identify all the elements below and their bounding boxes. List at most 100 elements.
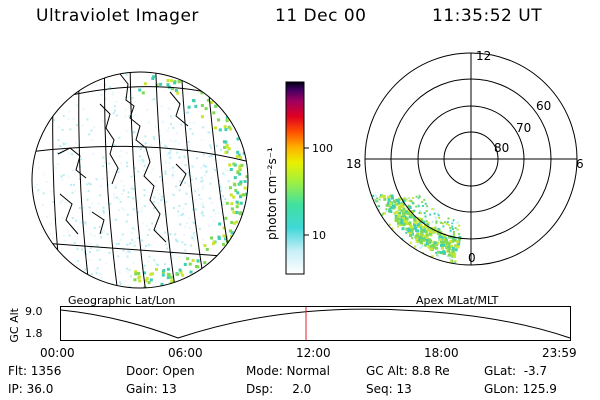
emission-pixel	[408, 221, 412, 225]
emission-pixel	[388, 208, 392, 212]
emission-pixel	[200, 115, 204, 119]
emission-pixel	[179, 180, 182, 183]
emission-pixel	[210, 100, 214, 104]
emission-pixel	[243, 180, 247, 183]
orbit-altitude-plot	[60, 306, 571, 341]
emission-pixel	[100, 94, 103, 97]
emission-pixel	[187, 105, 191, 109]
emission-pixel	[202, 163, 205, 166]
emission-pixel	[169, 157, 172, 160]
emission-pixel	[235, 220, 239, 224]
emission-pixel	[192, 202, 195, 205]
emission-pixel	[69, 183, 72, 186]
gain-readout: Gain: 13	[126, 382, 177, 396]
emission-pixel	[125, 73, 128, 76]
emission-pixel	[411, 227, 414, 231]
emission-pixel	[437, 220, 440, 223]
emission-pixel	[60, 178, 63, 181]
emission-pixel	[225, 116, 229, 119]
emission-pixel	[143, 150, 146, 153]
emission-pixel	[147, 243, 150, 246]
emission-pixel	[166, 276, 170, 280]
emission-pixel	[232, 221, 236, 225]
emission-pixel	[402, 211, 405, 215]
emission-pixel	[400, 218, 404, 222]
emission-pixel	[451, 221, 454, 224]
emission-pixel	[118, 136, 121, 139]
emission-pixel	[114, 246, 117, 249]
emission-pixel	[208, 144, 211, 147]
emission-pixel	[152, 136, 155, 139]
emission-pixel	[177, 210, 180, 213]
emission-pixel	[420, 230, 424, 234]
emission-pixel	[145, 146, 148, 149]
emission-pixel	[52, 201, 55, 203]
emission-pixel	[381, 213, 384, 216]
emission-pixel	[187, 141, 190, 143]
emission-pixel	[212, 242, 215, 246]
emission-pixel	[122, 189, 125, 192]
emission-pixel	[387, 228, 389, 231]
emission-pixel	[72, 203, 75, 206]
emission-pixel	[443, 234, 447, 238]
emission-pixel	[137, 271, 141, 275]
emission-pixel	[184, 181, 187, 184]
emission-pixel	[395, 202, 399, 206]
emission-pixel	[418, 212, 421, 214]
emission-pixel	[130, 187, 133, 190]
emission-pixel	[379, 207, 382, 210]
emission-pixel	[397, 217, 401, 221]
emission-pixel	[438, 257, 441, 260]
emission-pixel	[155, 268, 158, 271]
emission-pixel	[57, 139, 60, 142]
emission-pixel	[88, 182, 91, 185]
emission-pixel	[378, 205, 381, 208]
emission-pixel	[408, 223, 412, 226]
emission-pixel	[131, 185, 134, 188]
emission-pixel	[143, 194, 146, 197]
orbit-ytick-max: 9.0	[25, 305, 43, 318]
emission-pixel	[114, 186, 117, 189]
emission-pixel	[98, 258, 101, 261]
emission-pixel	[151, 77, 155, 80]
emission-pixel	[155, 180, 157, 182]
emission-pixel	[391, 196, 394, 200]
emission-pixel	[142, 267, 145, 270]
emission-pixel	[389, 202, 393, 206]
emission-pixel	[112, 112, 115, 115]
emission-pixel	[425, 220, 428, 223]
emission-pixel	[431, 243, 435, 247]
emission-pixel	[210, 177, 213, 180]
emission-pixel	[200, 176, 203, 179]
emission-pixel	[158, 217, 161, 220]
emission-pixel	[99, 248, 102, 251]
emission-pixel	[191, 236, 194, 239]
emission-pixel	[164, 160, 167, 163]
emission-pixel	[167, 152, 170, 155]
emission-pixel	[419, 254, 422, 257]
emission-pixel	[154, 184, 157, 187]
emission-pixel	[178, 189, 181, 192]
emission-pixel	[230, 207, 234, 211]
emission-pixel	[169, 154, 172, 157]
emission-pixel	[232, 195, 236, 199]
emission-pixel	[416, 223, 420, 227]
emission-pixel	[431, 207, 434, 210]
emission-pixel	[230, 202, 234, 206]
emission-pixel	[90, 272, 93, 275]
emission-pixel	[150, 272, 154, 276]
emission-pixel	[112, 91, 115, 94]
emission-pixel	[432, 245, 436, 249]
emission-pixel	[107, 171, 110, 174]
emission-pixel	[426, 225, 430, 229]
emission-pixel	[183, 214, 185, 217]
emission-pixel	[224, 173, 226, 176]
emission-pixel	[243, 186, 247, 190]
polar-plot: 12 18 6 0 60 70 80	[346, 49, 584, 266]
emission-pixel	[84, 268, 87, 271]
emission-pixel	[121, 207, 124, 210]
emission-pixel	[194, 104, 198, 108]
emission-pixel	[227, 180, 230, 183]
mlt-label-0: 0	[468, 251, 476, 265]
emission-pixel	[381, 226, 384, 229]
